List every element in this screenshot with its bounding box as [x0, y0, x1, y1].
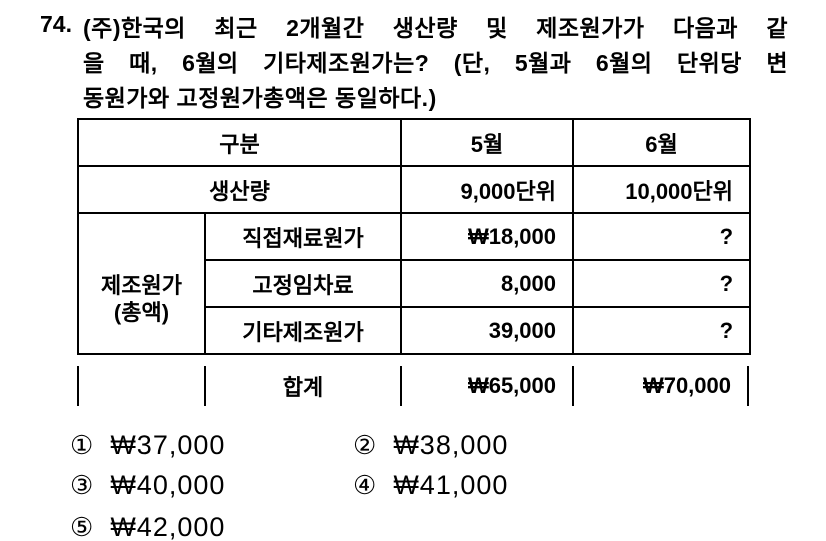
cost-row-direct-material: 제조원가 (총액) 직접재료원가 ₩18,000 ? — [77, 212, 752, 355]
total-row-rule-3 — [400, 366, 402, 406]
question-number: 74. — [40, 11, 72, 37]
production-may: 9,000단위 — [400, 165, 575, 214]
production-row: 생산량 9,000단위 10,000단위 — [76, 165, 752, 214]
header-june: 6월 — [572, 118, 752, 167]
total-row-rule-2 — [204, 366, 206, 406]
answer-option-1[interactable]: ① ₩37,000 — [70, 430, 225, 461]
total-row-rule-4 — [572, 366, 574, 406]
cost-may-direct-material: ₩18,000 — [400, 212, 575, 261]
option-3-marker: ③ — [70, 470, 94, 500]
cost-row-other: 기타제조원가 39,000 ? — [78, 306, 752, 355]
option-5-value: ₩42,000 — [110, 512, 226, 541]
question-line-1: (주)한국의 최근 2개월간 생산량 및 제조원가가 다음과 같 — [83, 15, 788, 41]
production-label: 생산량 — [76, 165, 403, 214]
cost-group-line-2: (총액) — [113, 300, 170, 325]
option-4-value: ₩41,000 — [393, 470, 509, 500]
option-2-marker: ② — [353, 430, 377, 460]
total-may: ₩65,000 — [467, 373, 556, 398]
table-header-row: 구분 5월 6월 — [76, 118, 752, 167]
cost-label-other: 기타제조원가 — [203, 306, 403, 355]
option-1-marker: ① — [70, 430, 94, 460]
cost-june-direct-material: ? — [572, 212, 752, 261]
cost-group-line-1: 제조원가 — [101, 273, 182, 298]
answer-option-2[interactable]: ② ₩38,000 — [353, 430, 508, 461]
cost-may-other: 39,000 — [400, 306, 575, 355]
total-row-rule-5 — [747, 366, 749, 406]
total-row-rule-1 — [77, 366, 79, 406]
total-june: ₩70,000 — [642, 373, 731, 398]
question-line-2: 을 때, 6월의 기타제조원가는? (단, 5월과 6월의 단위당 변 — [83, 50, 788, 76]
cost-may-fixed-rent: 8,000 — [400, 259, 575, 308]
cost-label-direct-material: 직접재료원가 — [203, 212, 403, 261]
question-line-3: 동원가와 고정원가총액은 동일하다.) — [83, 85, 437, 111]
option-3-value: ₩40,000 — [110, 470, 226, 500]
total-label: 합계 — [282, 375, 324, 400]
answer-option-3[interactable]: ③ ₩40,000 — [70, 470, 225, 501]
cost-label-fixed-rent: 고정임차료 — [203, 259, 403, 308]
answer-option-4[interactable]: ④ ₩41,000 — [353, 470, 508, 501]
total-row: 합계 ₩65,000 ₩70,000 — [77, 366, 749, 406]
header-category: 구분 — [76, 118, 403, 167]
option-1-value: ₩37,000 — [110, 430, 226, 460]
option-4-marker: ④ — [353, 470, 377, 500]
cost-table: 구분 5월 6월 생산량 9,000단위 10,000단위 제조원가 (총액) … — [76, 118, 752, 355]
cost-row-fixed-rent: 고정임차료 8,000 ? — [78, 259, 752, 308]
answer-option-5[interactable]: ⑤ ₩42,000 — [70, 512, 225, 541]
question-text: (주)한국의 최근 2개월간 생산량 및 제조원가가 다음과 같 을 때, 6월… — [83, 11, 788, 116]
production-june: 10,000단위 — [572, 165, 752, 214]
cost-june-other: ? — [572, 306, 752, 355]
option-5-marker: ⑤ — [70, 512, 94, 541]
cost-group-label: 제조원가 (총액) — [77, 212, 206, 355]
cost-june-fixed-rent: ? — [572, 259, 752, 308]
option-2-value: ₩38,000 — [393, 430, 509, 460]
header-may: 5월 — [400, 118, 575, 167]
